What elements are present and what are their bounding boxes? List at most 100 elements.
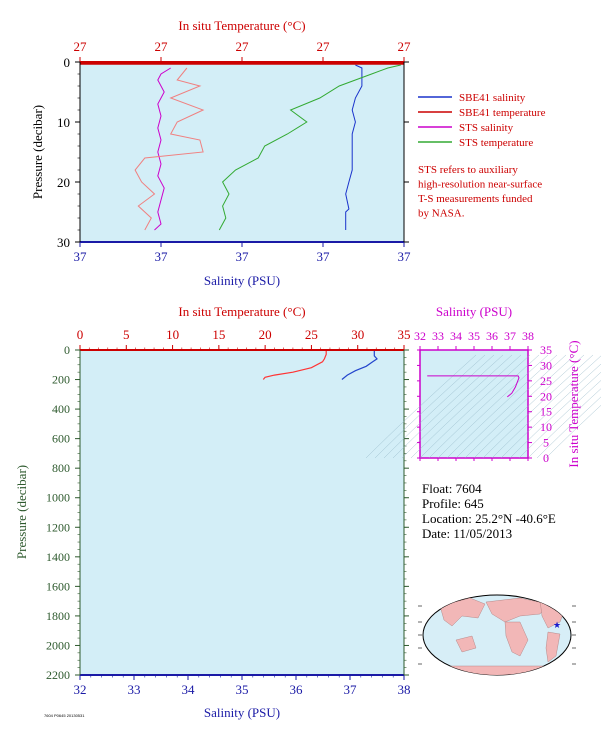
ts-isopycnal	[509, 371, 601, 459]
ts-temp-tick-label: 35	[540, 343, 552, 357]
bottom-temp-tick-label: 35	[398, 327, 411, 342]
bottom-pressure-tick-label: 2000	[46, 638, 70, 652]
ts-isopycnal	[527, 388, 601, 459]
legend-note: STS refers to auxiliary high-resolution n…	[418, 164, 542, 220]
float-location: Location: 25.2°N -40.6°E	[422, 511, 556, 526]
top-series-sbe41-salinity	[345, 64, 363, 230]
bottom-salinity-tick-label: 36	[290, 682, 304, 697]
top-salinity-ticks: 37 37 37 37 37	[74, 242, 411, 264]
ts-isopycnal	[383, 354, 495, 459]
bottom-temp-axis-title: In situ Temperature (°C)	[178, 304, 305, 319]
ts-temp-tick-label: 15	[540, 405, 552, 419]
bottom-salinity-tick-label: 37	[344, 682, 358, 697]
map-land-asia	[439, 597, 486, 627]
ts-salinity-tick-label: 37	[504, 329, 516, 343]
legend-label: SBE41 salinity	[459, 92, 526, 104]
map-land-eurasia	[485, 597, 549, 623]
ts-temp-tick-label: 5	[543, 436, 549, 450]
map-frame-ticks	[418, 605, 576, 665]
bottom-temp-ticks: 0 5 10 15 20 25 30 35	[77, 327, 411, 350]
bottom-temp-tick-label: 30	[351, 327, 364, 342]
ts-series-group	[427, 375, 520, 398]
ts-isopycnal	[482, 354, 594, 459]
ts-isopycnal	[419, 354, 531, 459]
bottom-temp-tick-label: 10	[166, 327, 179, 342]
top-series-sts-temperature	[218, 64, 401, 231]
legend-label: SBE41 temperature	[459, 107, 546, 119]
ts-isopycnal	[401, 354, 513, 459]
top-series-group	[80, 62, 404, 231]
float-location-marker-icon: ★	[553, 621, 561, 631]
bottom-pressure-ticks: 0 200 400 600 800 1000 1200 1400 1600 1800 2000 220…	[46, 343, 409, 682]
bottom-pressure-tick-label: 1200	[46, 520, 70, 534]
top-temp-tick-label: 27	[398, 39, 412, 54]
profile-number: Profile: 645	[422, 496, 484, 511]
top-plot-area	[79, 61, 405, 243]
ts-isopycnal	[374, 354, 486, 459]
bottom-pressure-tick-label: 1800	[46, 609, 70, 623]
legend-note-line: high-resolution near-surface	[418, 179, 542, 191]
bottom-series-salinity	[341, 350, 378, 380]
ts-isopycnal	[473, 354, 585, 459]
top-series-sts-temperature-pink-	[134, 67, 205, 231]
ts-isopycnal	[518, 380, 601, 459]
bottom-series-temperature	[262, 350, 327, 380]
top-salinity-tick-label: 37	[317, 249, 331, 264]
top-temp-axis-title: In situ Temperature (°C)	[178, 18, 305, 33]
bottom-pressure-tick-label: 1400	[46, 550, 70, 564]
top-salinity-tick-label: 37	[236, 249, 250, 264]
top-temp-tick-label: 27	[155, 39, 169, 54]
bottom-salinity-tick-label: 32	[74, 682, 87, 697]
top-pressure-ticks: 0 10 20 30	[57, 55, 409, 250]
legend-note-line: STS refers to auxiliary	[418, 164, 518, 176]
bottom-pressure-tick-label: 800	[52, 461, 70, 475]
ts-isopycnal	[455, 354, 567, 459]
bottom-pressure-tick-label: 600	[52, 432, 70, 446]
bottom-pressure-tick-label: 1600	[46, 579, 70, 593]
top-pressure-tick-label: 0	[64, 55, 71, 70]
bottom-plot-area	[79, 349, 405, 676]
ts-temp-tick-label: 10	[540, 420, 552, 434]
ts-salinity-axis-title: Salinity (PSU)	[436, 304, 512, 319]
bottom-salinity-tick-label: 34	[182, 682, 196, 697]
near-surface-panel: 27 27 27 27 27 In situ Temperature (°C) 37 37…	[30, 18, 546, 288]
top-pressure-tick-label: 30	[57, 235, 70, 250]
ts-salinity-tick-label: 34	[450, 329, 462, 343]
top-series-sts-salinity	[154, 67, 171, 231]
ts-salinity-tick-label: 36	[486, 329, 498, 343]
ts-isopycnal	[428, 354, 540, 459]
ts-temp-tick-label: 0	[543, 451, 549, 465]
top-temp-tick-label: 27	[236, 39, 250, 54]
map-land-south-america	[545, 631, 561, 663]
bottom-pressure-tick-label: 2200	[46, 668, 70, 682]
map-land-australia	[455, 635, 477, 653]
bottom-pressure-tick-label: 0	[64, 343, 70, 357]
bottom-series-group	[262, 350, 378, 380]
full-depth-panel: 0 5 10 15 20 25 30 35 In situ Temperature (°C) …	[14, 304, 411, 720]
top-salinity-tick-label: 37	[155, 249, 169, 264]
map-land-africa	[504, 621, 529, 657]
float-id: Float: 7604	[422, 481, 482, 496]
top-temp-tick-label: 27	[317, 39, 331, 54]
top-pressure-axis-title: Pressure (decibar)	[30, 105, 45, 199]
legend-note-line: T-S measurements funded	[418, 193, 533, 205]
ts-isopycnal	[446, 354, 558, 459]
ts-isopycnal	[500, 363, 601, 459]
bottom-pressure-tick-label: 1000	[46, 491, 70, 505]
bottom-salinity-tick-label: 33	[128, 682, 141, 697]
top-temp-ticks: 27 27 27 27 27	[74, 39, 412, 62]
bottom-salinity-tick-label: 35	[236, 682, 249, 697]
ts-salinity-tick-label: 35	[468, 329, 480, 343]
ts-isopycnal	[545, 404, 601, 459]
ts-temp-tick-label: 20	[540, 389, 552, 403]
bottom-salinity-tick-label: 38	[398, 682, 411, 697]
legend-label: STS salinity	[459, 122, 514, 134]
top-salinity-axis-title: Salinity (PSU)	[204, 273, 280, 288]
ts-curve	[427, 375, 520, 398]
map-land-antarctica	[429, 665, 561, 675]
ts-salinity-tick-label: 38	[522, 329, 534, 343]
bottom-salinity-ticks: 32 33 34 35 36 37 38	[74, 675, 411, 697]
bottom-temp-tick-label: 5	[123, 327, 130, 342]
